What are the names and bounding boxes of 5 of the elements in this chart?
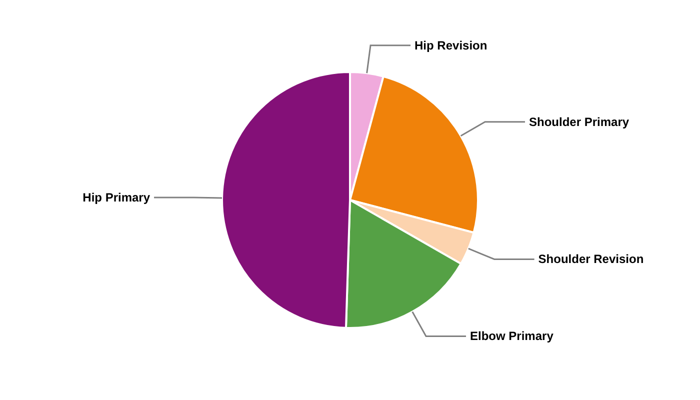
slice-label: Shoulder Revision xyxy=(538,252,644,266)
slice-label: Elbow Primary xyxy=(470,329,554,344)
slice-label: Hip Revision xyxy=(414,38,488,52)
slice-label: Shoulder Primary xyxy=(529,114,630,129)
slice-label: Hip Primary xyxy=(82,190,150,205)
